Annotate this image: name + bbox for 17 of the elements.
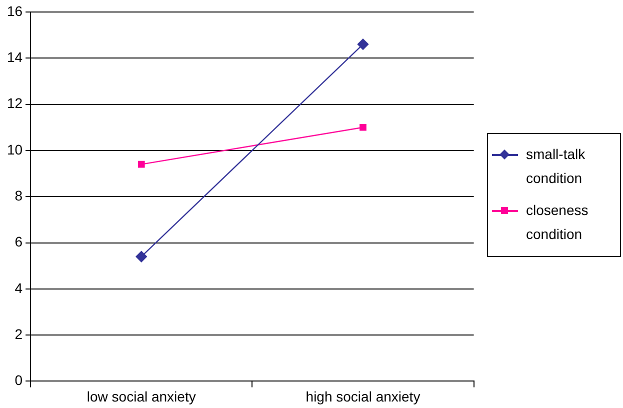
legend-label: small-talk condition xyxy=(526,145,586,188)
point xyxy=(357,38,369,50)
y-tick-label: 0 xyxy=(14,372,23,388)
y-tick-label: 14 xyxy=(6,49,23,66)
y-tick-label: 2 xyxy=(14,326,23,342)
point xyxy=(136,250,147,262)
y-tick-label: 12 xyxy=(6,95,23,112)
x-tick-label: high social anxiety xyxy=(306,388,420,404)
y-tick-label: 8 xyxy=(14,187,23,204)
y-tick-label: 10 xyxy=(6,141,23,158)
point xyxy=(360,124,366,131)
x-tick-label: low social anxiety xyxy=(86,388,196,404)
y-tick-label: 4 xyxy=(14,280,23,296)
legend-label: closeness condition xyxy=(526,201,590,244)
point xyxy=(138,160,145,168)
y-tick-label: 16 xyxy=(6,2,23,19)
y-tick-label: 6 xyxy=(14,234,23,250)
